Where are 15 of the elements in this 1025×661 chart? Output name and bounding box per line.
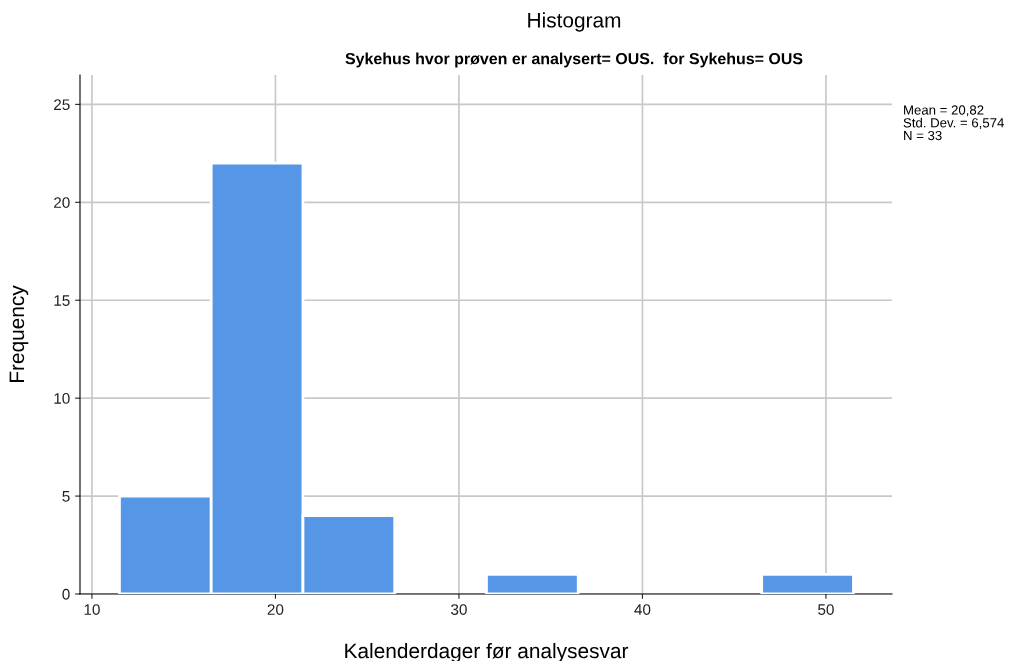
- chart-subtitle: Sykehus hvor prøven er analysert= OUS. for Sykehus= OUS: [345, 52, 803, 68]
- x-tick-label: 40: [634, 604, 651, 615]
- y-tick-label: 10: [54, 393, 70, 404]
- text: Mean = 20,82 Std. Dev. = 6,574 N = 33: [903, 105, 1004, 141]
- x-tick-label: 30: [451, 604, 467, 615]
- y-tick-label: 20: [54, 197, 70, 208]
- y-tick-label: 15: [54, 295, 70, 306]
- y-tick-label: 0: [62, 588, 70, 600]
- x-tick-label: 20: [267, 604, 284, 615]
- y-axis-title: Frequency: [9, 285, 29, 382]
- y-tick-label: 5: [62, 491, 70, 502]
- y-tick-label: 25: [54, 99, 70, 111]
- chart-title: Histogram: [528, 12, 621, 32]
- x-tick-label: 50: [818, 604, 834, 615]
- x-tick-label: 10: [84, 604, 100, 615]
